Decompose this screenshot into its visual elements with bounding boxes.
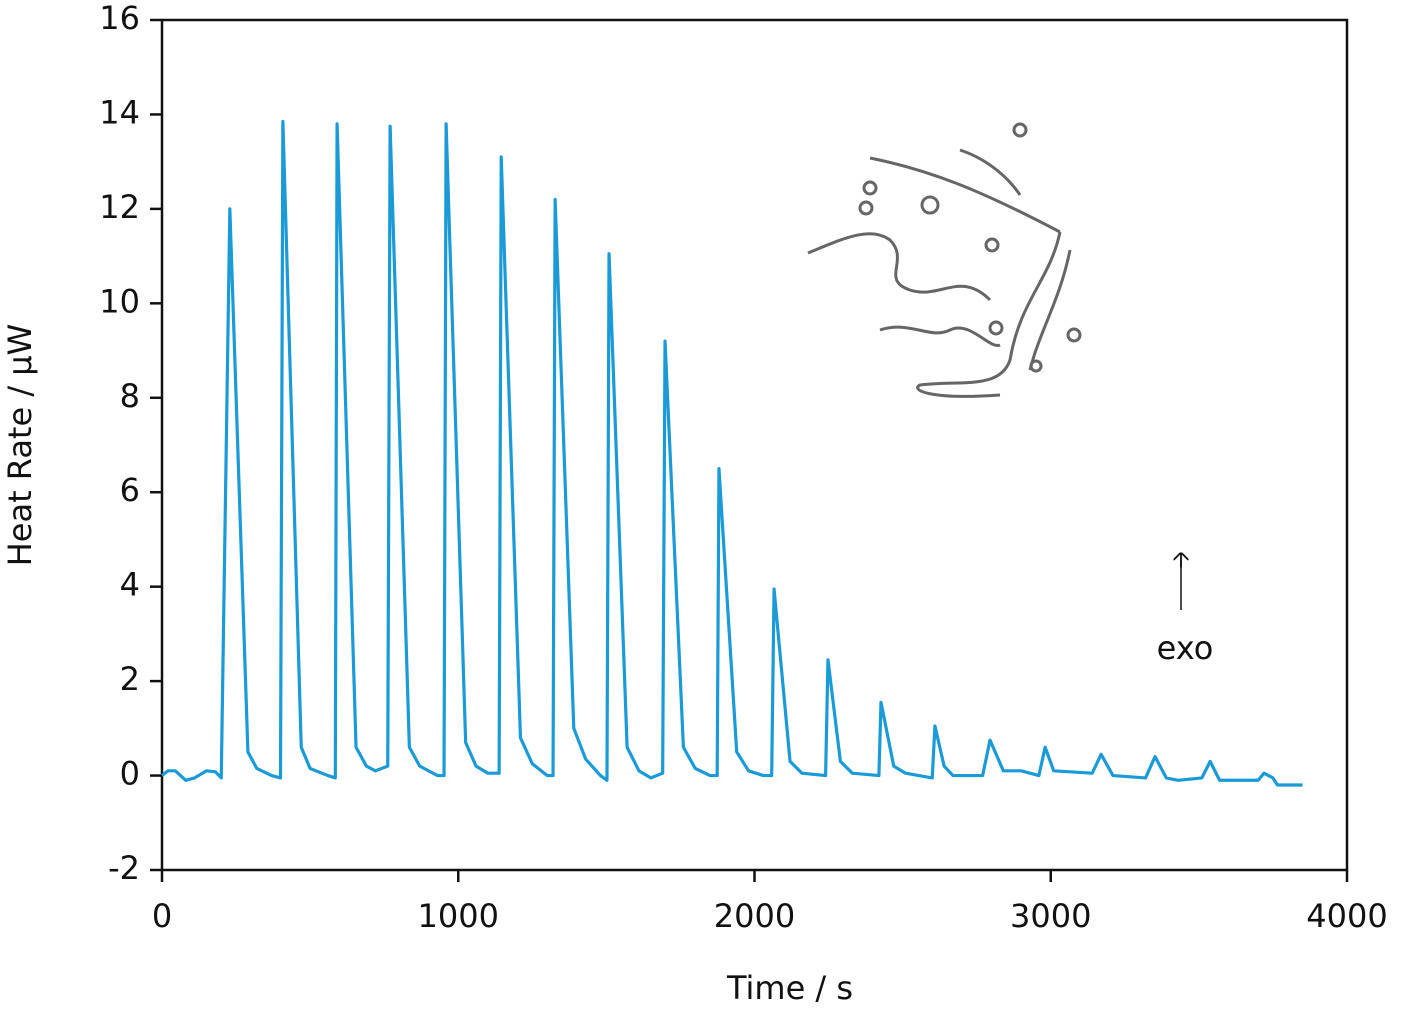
x-tick-label: 2000: [714, 897, 795, 935]
y-tick-label: 16: [99, 0, 140, 37]
x-tick-label: 1000: [418, 897, 499, 935]
x-axis-label: Time / s: [726, 969, 853, 1007]
protein-sketch: [807, 122, 1082, 398]
x-tick-label: 4000: [1306, 897, 1387, 935]
y-tick-label: 2: [120, 660, 140, 698]
y-tick-label: 14: [99, 93, 140, 131]
data-line: [161, 119, 1303, 787]
x-tick-label: 3000: [1010, 897, 1091, 935]
y-tick-label: 8: [120, 377, 140, 415]
annotation: exo: [1157, 629, 1214, 667]
y-tick-label: 4: [120, 566, 140, 604]
x-tick-label: 0: [152, 897, 172, 935]
y-tick-label: 0: [120, 755, 140, 793]
y-tick-label: -2: [108, 849, 140, 887]
y-tick-label: 6: [120, 471, 140, 509]
y-tick-label: 12: [99, 188, 140, 226]
y-tick-label: 10: [99, 282, 140, 320]
y-axis-label: Heat Rate / μW: [1, 324, 39, 567]
plot-frame: [160, 18, 1349, 872]
